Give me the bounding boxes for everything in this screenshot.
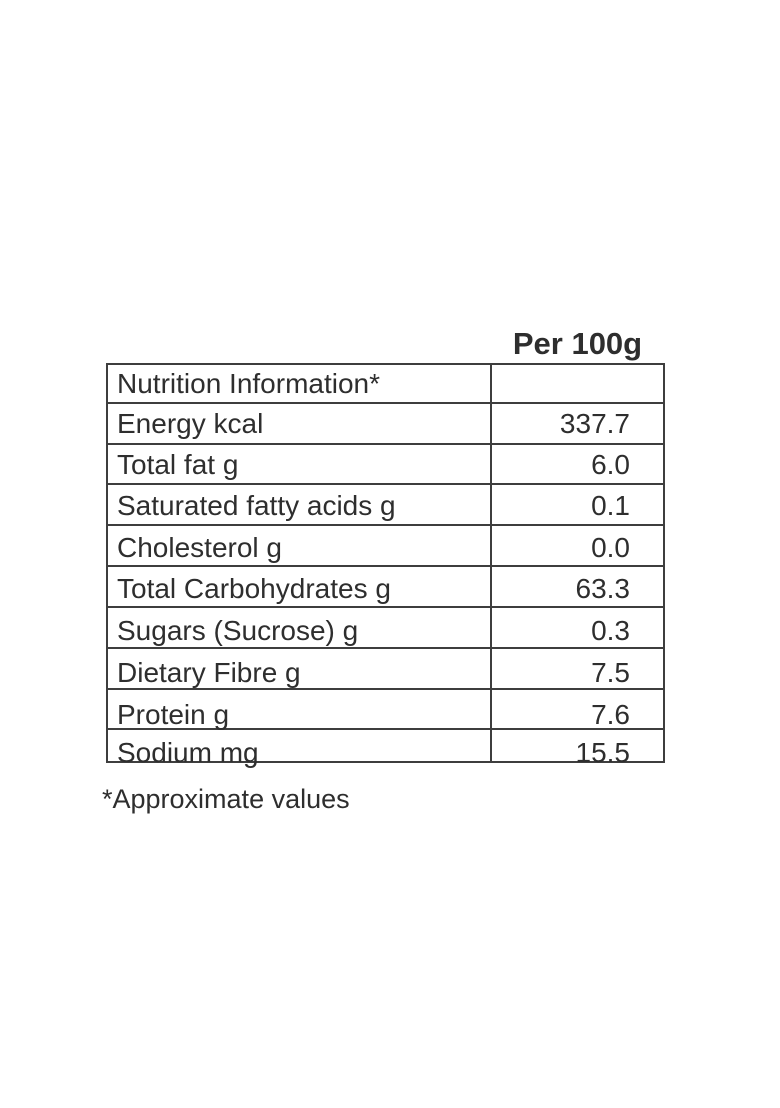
row-value-cell: 0.1: [490, 485, 663, 524]
table-row: Sugars (Sucrose) g 0.3: [108, 608, 663, 649]
row-label: Total fat g: [117, 448, 239, 480]
row-label-cell: Sugars (Sucrose) g: [108, 608, 490, 647]
row-label: Cholesterol g: [117, 532, 282, 563]
row-label: Sodium mg: [117, 737, 259, 768]
row-value: 7.6: [591, 698, 630, 730]
row-value-cell: 63.3: [490, 567, 663, 606]
row-label-cell: Total Carbohydrates g: [108, 567, 490, 606]
row-value: 0.0: [591, 532, 630, 563]
table-header-row: Nutrition Information*: [108, 365, 663, 404]
row-value-cell: 337.7: [490, 404, 663, 443]
table-title: Nutrition Information*: [117, 368, 381, 399]
row-label-cell: Saturated fatty acids g: [108, 485, 490, 524]
row-label-cell: Total fat g: [108, 445, 490, 483]
row-label-cell: Protein g: [108, 690, 490, 730]
table-row: Total fat g 6.0: [108, 445, 663, 485]
row-label: Energy kcal: [117, 408, 264, 439]
row-label-cell: Energy kcal: [108, 404, 490, 443]
row-value-cell: 7.6: [490, 690, 663, 730]
table-row: Sodium mg 15.5: [108, 730, 663, 768]
row-value-cell: 0.0: [490, 526, 663, 565]
row-label: Protein g: [117, 698, 230, 730]
empty-value-cell: [490, 365, 663, 402]
table-row: Protein g 7.6: [108, 690, 663, 730]
row-value-cell: 6.0: [490, 445, 663, 483]
row-value: 7.5: [591, 657, 630, 688]
table-row: Cholesterol g 0.0: [108, 526, 663, 567]
row-label-cell: Dietary Fibre g: [108, 649, 490, 688]
row-label: Dietary Fibre g: [117, 657, 301, 688]
row-value-cell: 0.3: [490, 608, 663, 647]
row-label: Saturated fatty acids g: [117, 490, 396, 521]
row-label-cell: Sodium mg: [108, 730, 490, 768]
column-header-per-100g: Per 100g: [512, 326, 643, 361]
table-row: Dietary Fibre g 7.5: [108, 649, 663, 690]
row-value: 337.7: [559, 408, 630, 439]
row-value: 6.0: [591, 448, 630, 480]
row-value: 63.3: [575, 573, 631, 604]
nutrition-table: Nutrition Information* Energy kcal 337.7…: [106, 363, 665, 768]
table-row: Saturated fatty acids g 0.1: [108, 485, 663, 526]
table-title-cell: Nutrition Information*: [108, 365, 490, 402]
row-label: Sugars (Sucrose) g: [117, 615, 359, 646]
row-value: 0.3: [591, 615, 630, 646]
row-label-cell: Cholesterol g: [108, 526, 490, 565]
row-value: 0.1: [591, 490, 630, 521]
table-row: Total Carbohydrates g 63.3: [108, 567, 663, 608]
row-value: 15.5: [575, 737, 631, 768]
row-label: Total Carbohydrates g: [117, 573, 391, 604]
row-value-cell: 15.5: [490, 730, 663, 768]
table-row: Energy kcal 337.7: [108, 404, 663, 445]
footnote: *Approximate values: [102, 784, 350, 814]
row-value-cell: 7.5: [490, 649, 663, 688]
